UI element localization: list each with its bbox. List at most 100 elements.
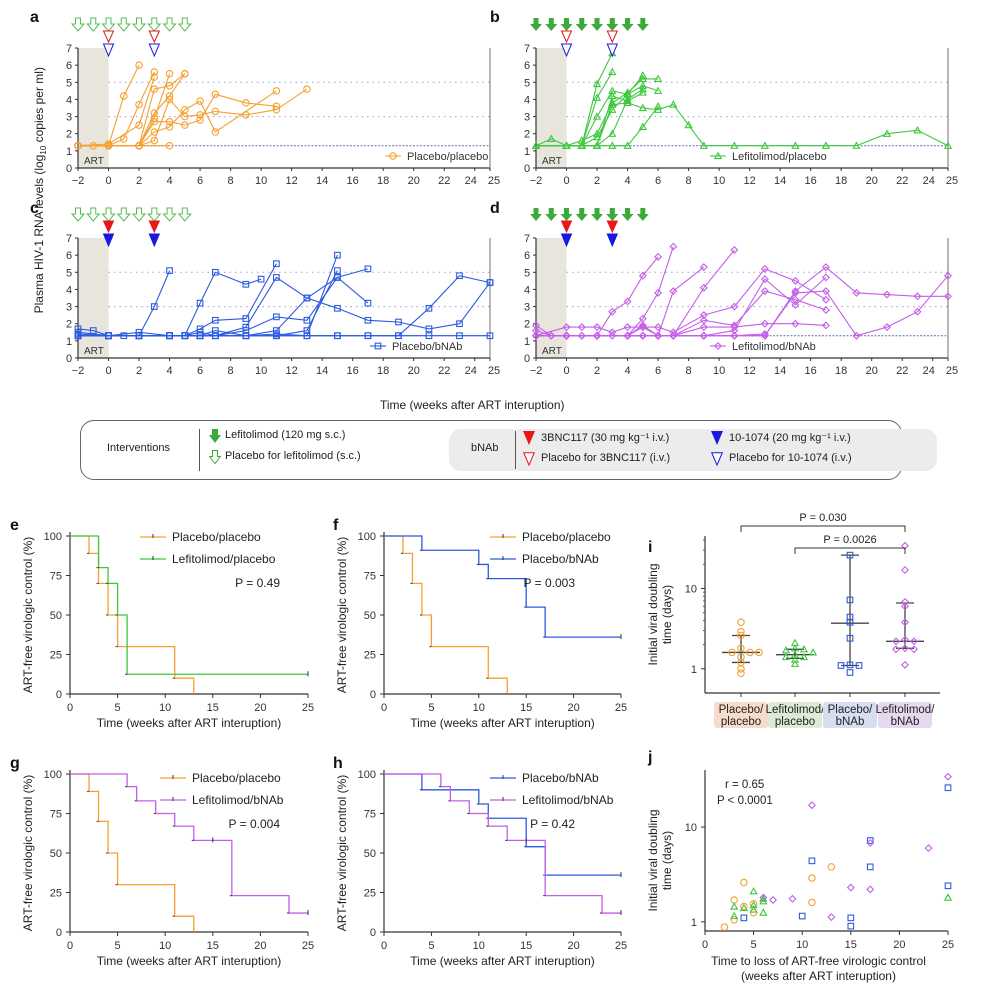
data-point xyxy=(852,331,861,340)
data-point xyxy=(165,81,174,90)
data-point xyxy=(737,665,745,673)
data-point xyxy=(211,316,219,324)
data-point xyxy=(211,268,219,276)
data-point xyxy=(737,653,745,661)
data-point xyxy=(623,323,632,332)
data-point xyxy=(791,295,800,304)
data-point xyxy=(913,292,922,301)
x-tick-label: 5 xyxy=(115,940,121,952)
data-point xyxy=(699,283,708,292)
x-tick-label: 10 xyxy=(159,702,171,714)
data-point xyxy=(638,321,647,330)
lefitolimod-arrow-icon xyxy=(606,18,619,31)
data-point xyxy=(120,92,128,100)
data-point xyxy=(273,260,280,268)
data-point xyxy=(456,272,463,280)
category-label: placebo xyxy=(775,716,815,728)
data-point xyxy=(577,323,586,332)
data-point xyxy=(730,916,738,924)
panel-f: 0 25 50 75 100 0 5 10 15 20 25 Time (weeks after AR… xyxy=(333,517,627,730)
y-tick-label: 0 xyxy=(66,163,72,175)
data-point xyxy=(882,129,892,137)
data-point xyxy=(684,120,693,129)
data-point xyxy=(638,103,647,112)
legend-placebo-3bnc117: Placebo for 3BNC117 (i.v.) xyxy=(541,452,671,464)
lefitolimod-arrow-icon xyxy=(591,18,604,31)
data-point xyxy=(699,263,708,272)
data-point xyxy=(913,125,922,134)
data-point xyxy=(592,79,602,88)
y-axis-label: time (days) xyxy=(660,831,674,890)
data-point xyxy=(592,93,602,101)
x-tick-label: 8 xyxy=(686,175,692,187)
data-point xyxy=(759,893,768,902)
y-tick-label: 50 xyxy=(364,848,376,860)
y-tick-label: 100 xyxy=(358,769,376,781)
x-tick-label: 25 xyxy=(488,365,500,377)
data-point xyxy=(364,265,372,273)
art-shading xyxy=(78,48,109,168)
x-tick-label: 0 xyxy=(381,702,387,714)
data-point xyxy=(901,635,909,644)
data-point xyxy=(901,565,909,574)
lefitolimod-arrow-icon xyxy=(575,18,588,31)
data-point xyxy=(821,306,830,314)
data-point xyxy=(847,922,855,930)
x-tick-label: 20 xyxy=(254,940,266,952)
y-tick-label: 3 xyxy=(66,112,72,124)
y-tick-label: 3 xyxy=(524,302,530,314)
y-tick-label: 6 xyxy=(66,60,72,72)
data-point xyxy=(196,325,204,333)
series-line xyxy=(77,76,155,147)
data-point xyxy=(211,90,220,99)
data-point xyxy=(852,141,861,149)
data-point xyxy=(166,332,173,340)
data-point xyxy=(334,304,341,312)
x-tick-label: 25 xyxy=(615,940,627,952)
data-point xyxy=(150,136,159,145)
panel-label: d xyxy=(490,200,500,217)
x-tick-label: 12 xyxy=(744,175,756,187)
x-tick-label: 0 xyxy=(67,940,73,952)
x-tick-label: 14 xyxy=(774,175,786,187)
y-tick-label: 4 xyxy=(66,94,72,106)
data-point xyxy=(737,627,745,636)
significance-bracket xyxy=(794,547,906,554)
data-point xyxy=(737,669,745,678)
10-1074-triangle-icon xyxy=(606,233,619,248)
data-point xyxy=(749,908,758,917)
data-point xyxy=(547,134,556,142)
y-tick-label: 10 xyxy=(685,822,697,834)
data-point xyxy=(150,117,159,126)
x-axis-label: Time (weeks after ART interuption) xyxy=(97,716,282,730)
data-point xyxy=(364,316,372,324)
y-tick-label: 1 xyxy=(66,336,72,348)
data-point xyxy=(791,300,800,309)
category-badge xyxy=(878,702,932,728)
x-tick-label: 0 xyxy=(105,175,111,187)
data-point xyxy=(760,287,769,296)
y-tick-label: 75 xyxy=(364,809,376,821)
data-point xyxy=(855,662,863,669)
placebo-10-1074-triangle-icon xyxy=(148,43,161,58)
data-point xyxy=(532,321,540,330)
data-point xyxy=(456,332,463,340)
survival-curve xyxy=(70,535,308,675)
data-point xyxy=(165,141,174,150)
placebo-arrow-icon xyxy=(101,207,116,222)
data-point xyxy=(799,644,809,653)
lefitolimod-arrow-icon xyxy=(530,208,542,221)
panel-label: g xyxy=(10,755,20,772)
data-point xyxy=(608,91,617,100)
panel-label: b xyxy=(490,9,500,26)
y-tick-label: 0 xyxy=(524,353,530,365)
art-shading xyxy=(536,48,567,168)
data-point xyxy=(892,645,900,654)
data-point xyxy=(791,288,800,297)
data-point xyxy=(791,319,800,328)
data-point xyxy=(798,912,806,920)
lefitolimod-arrow-icon xyxy=(575,208,588,221)
x-tick-label: 20 xyxy=(254,702,266,714)
panel-g: 0 25 50 75 100 0 5 10 15 20 25 Time (weeks after AR… xyxy=(10,755,314,968)
data-point xyxy=(866,885,875,894)
